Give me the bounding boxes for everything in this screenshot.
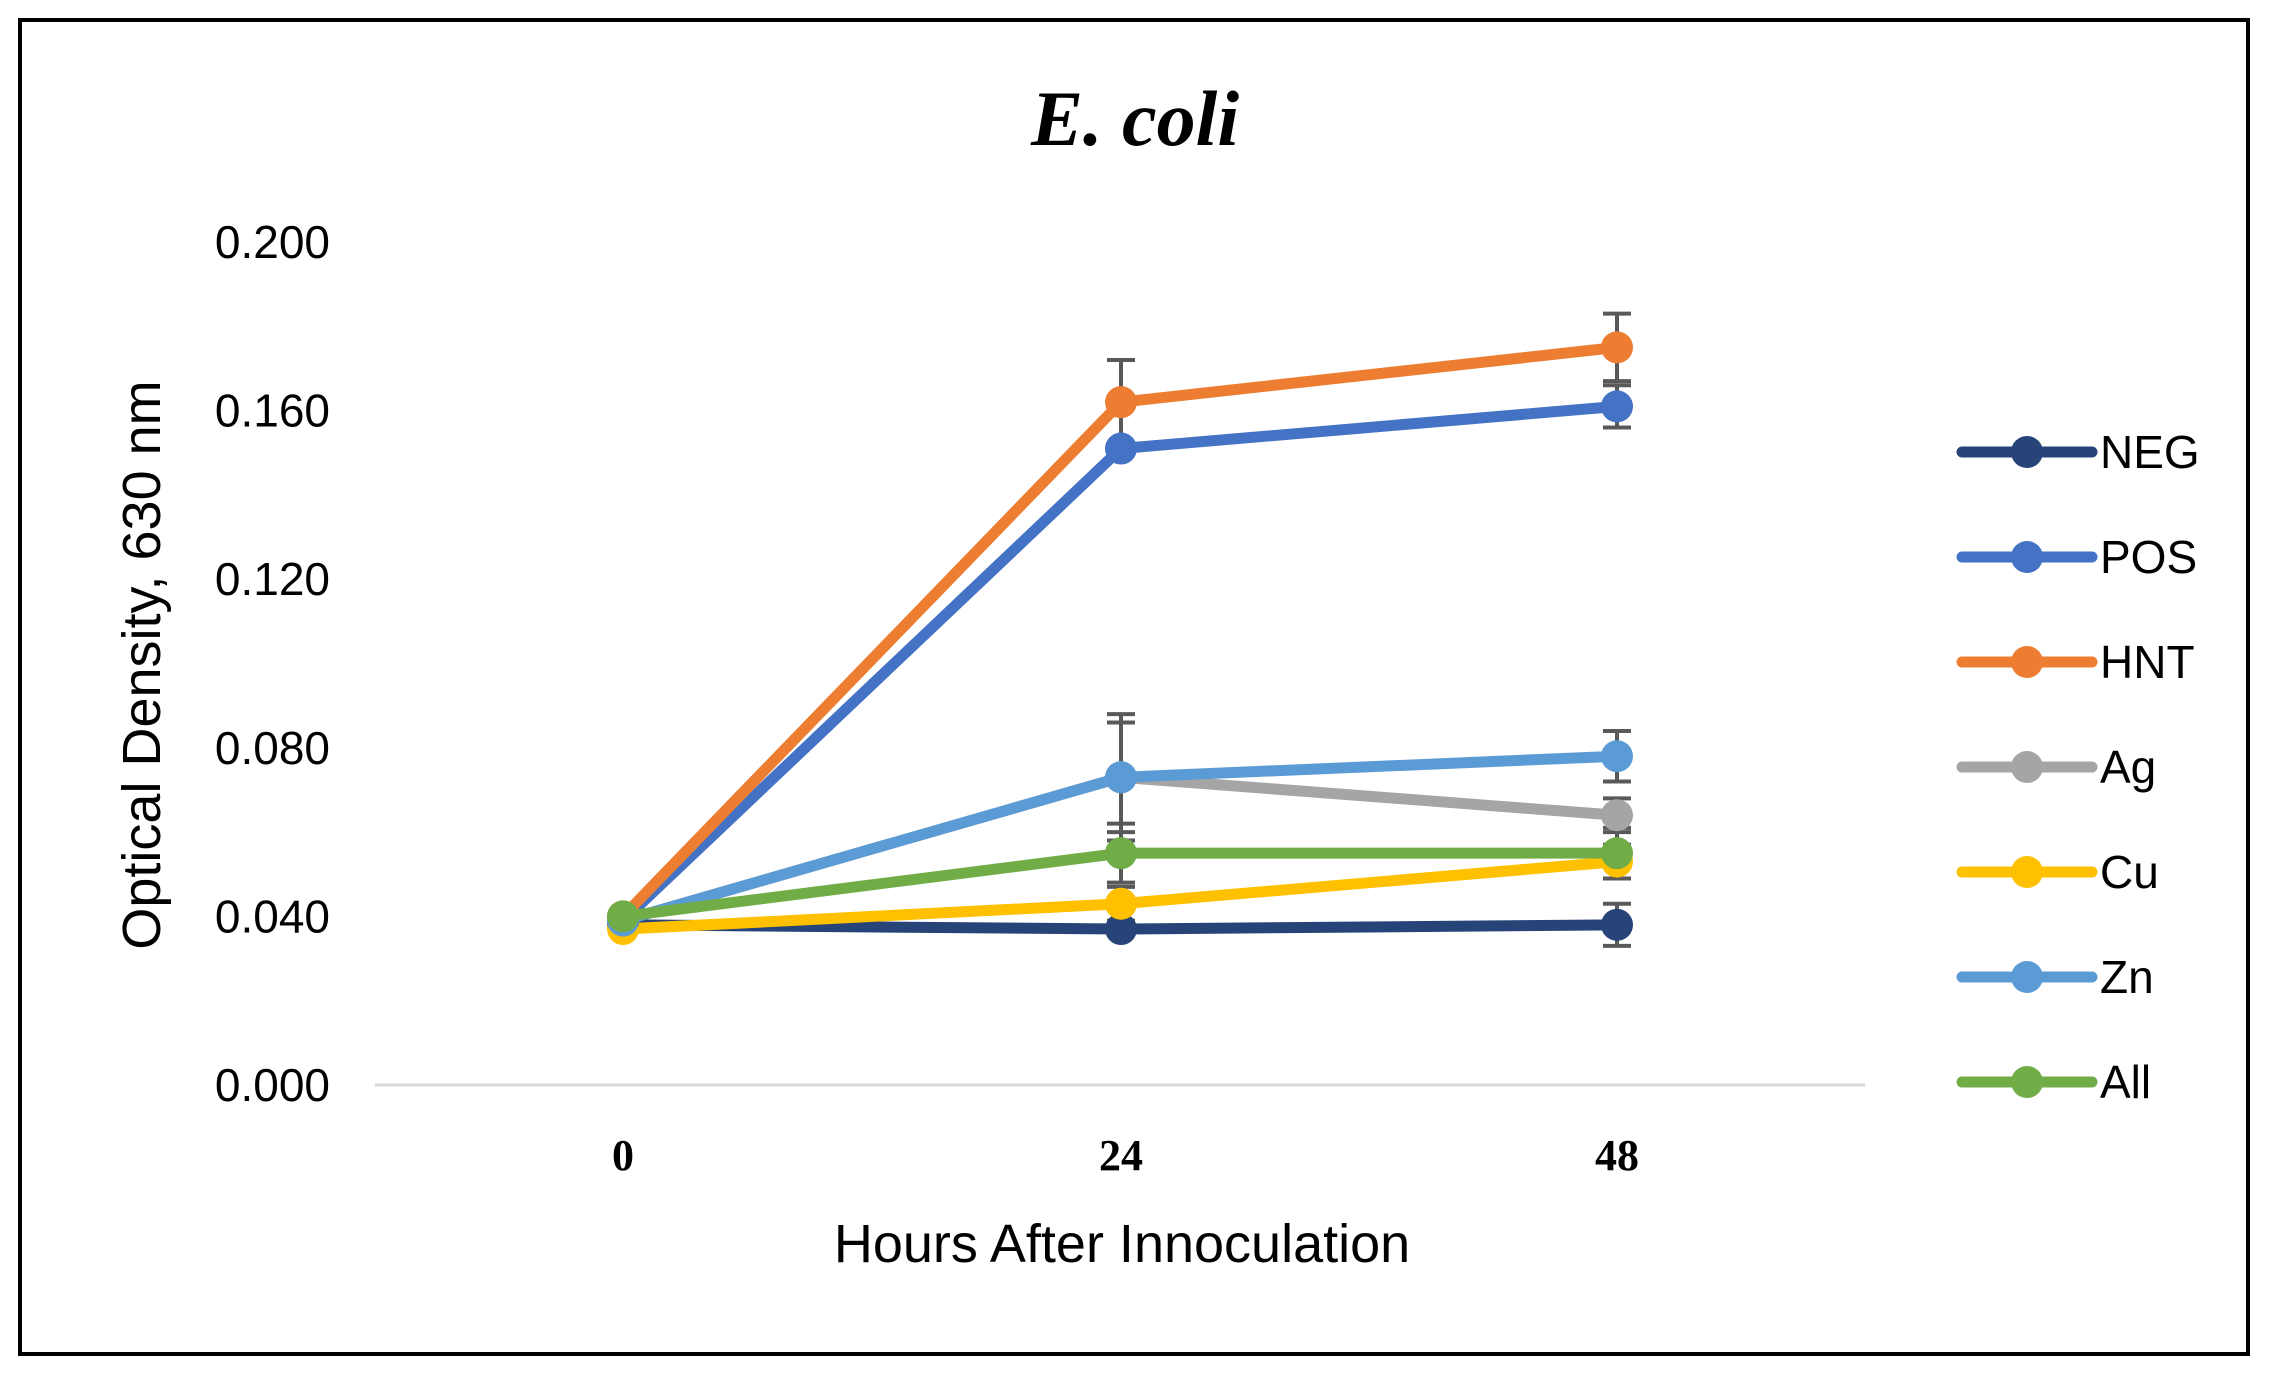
data-point-hnt xyxy=(1105,386,1137,419)
y-tick-label: 0.200 xyxy=(215,216,330,268)
legend-label: Ag xyxy=(2100,741,2156,793)
legend-label: HNT xyxy=(2100,636,2195,688)
data-point-hnt xyxy=(1601,331,1633,364)
data-point-ag xyxy=(1601,799,1633,832)
y-tick-label: 0.000 xyxy=(215,1059,330,1111)
chart-title: E. coli xyxy=(1030,75,1239,162)
data-point-all xyxy=(1105,837,1137,870)
data-point-neg xyxy=(1601,908,1633,941)
y-tick-label: 0.120 xyxy=(215,553,330,605)
legend-swatch-marker xyxy=(2011,961,2043,993)
data-point-zn xyxy=(1105,761,1137,794)
data-point-cu xyxy=(1105,887,1137,920)
legend-entry-ag: Ag xyxy=(1956,741,2156,793)
data-point-all xyxy=(607,900,639,933)
legend-swatch-marker xyxy=(2011,1066,2043,1098)
x-tick-label: 24 xyxy=(1099,1131,1143,1180)
legend-swatch-marker xyxy=(2011,541,2043,573)
legend-swatch-marker xyxy=(2011,646,2043,678)
data-point-pos xyxy=(1105,432,1137,465)
data-point-neg xyxy=(1105,913,1137,946)
legend-swatch-marker xyxy=(2011,751,2043,783)
x-tick-label: 0 xyxy=(612,1131,634,1180)
y-tick-label: 0.080 xyxy=(215,722,330,774)
y-axis-ticks: 0.000 0.040 0.080 0.120 0.160 0.200 xyxy=(215,216,330,1111)
legend-entry-zn: Zn xyxy=(1956,951,2154,1003)
legend-label: Zn xyxy=(2100,951,2154,1003)
data-point-zn xyxy=(1601,740,1633,773)
y-tick-label: 0.040 xyxy=(215,890,330,942)
x-axis-ticks: 0 24 48 xyxy=(612,1131,1639,1180)
legend-entry-pos: POS xyxy=(1956,531,2197,583)
legend-swatch-marker xyxy=(2011,436,2043,468)
y-tick-label: 0.160 xyxy=(215,385,330,437)
legend-label: Cu xyxy=(2100,846,2159,898)
legend-entry-all: All xyxy=(1956,1056,2151,1108)
legend-entry-hnt: HNT xyxy=(1956,636,2195,688)
legend-entry-cu: Cu xyxy=(1956,846,2159,898)
legend-label: POS xyxy=(2100,531,2197,583)
legend-label: NEG xyxy=(2100,426,2200,478)
legend: NEG POS HNT Ag Cu Zn All xyxy=(1956,426,2200,1108)
chart-frame xyxy=(18,18,2250,1356)
series-points xyxy=(607,331,1633,946)
y-axis-label: Optical Density, 630 nm xyxy=(112,380,172,949)
legend-label: All xyxy=(2100,1056,2151,1108)
data-point-pos xyxy=(1601,390,1633,423)
x-axis-label: Hours After Innoculation xyxy=(834,1214,1410,1274)
legend-swatch-marker xyxy=(2011,856,2043,888)
x-tick-label: 48 xyxy=(1595,1131,1639,1180)
data-point-all xyxy=(1601,837,1633,870)
legend-entry-neg: NEG xyxy=(1956,426,2200,478)
